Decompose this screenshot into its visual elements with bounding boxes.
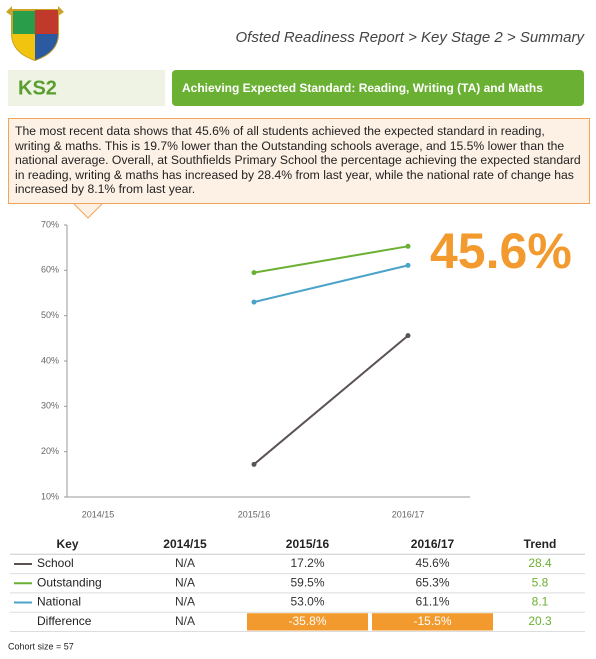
summary-table: Key 2014/15 2015/16 2016/17 Trend School N/A 17…: [10, 537, 585, 632]
point: [405, 243, 411, 249]
series-line: [253, 264, 409, 304]
negative-cell: [372, 613, 493, 631]
callout: The most recent data shows that 45.6% of…: [8, 118, 590, 204]
trend-value: 28.4: [528, 556, 552, 570]
stage-box: [8, 70, 165, 106]
table-header: Trend: [524, 537, 557, 551]
section-title: Achieving Expected Standard: Reading, Wr…: [182, 81, 543, 95]
table-header: Key: [56, 537, 78, 551]
x-tick-label: 2016/17: [392, 509, 425, 519]
y-tick-label: 60%: [41, 265, 59, 275]
logo: [6, 6, 64, 62]
table-header: 2014/15: [163, 537, 207, 551]
row-key: Outstanding: [37, 575, 102, 589]
x-tick-label: 2015/16: [238, 509, 271, 519]
section-bar: [172, 70, 584, 106]
cell: 59.5%: [290, 575, 324, 589]
cohort-size: Cohort size = 57: [8, 641, 74, 651]
callout-pointer: [73, 203, 103, 219]
trend-value: 5.8: [532, 575, 549, 589]
breadcrumb: Ofsted Readiness Report > Key Stage 2 > …: [235, 29, 585, 46]
point: [251, 270, 257, 276]
y-tick-label: 70%: [41, 219, 59, 229]
table-header: 2016/17: [411, 537, 455, 551]
cell: N/A: [175, 595, 195, 609]
point: [405, 333, 411, 339]
trend-value: 8.1: [532, 595, 549, 609]
y-tick-label: 10%: [41, 491, 59, 501]
cell: 61.1%: [415, 595, 449, 609]
row-key: Difference: [37, 614, 92, 628]
cell: N/A: [175, 614, 195, 628]
series-line: [253, 245, 409, 274]
cell: 17.2%: [290, 556, 324, 570]
point: [251, 299, 257, 305]
cell: 65.3%: [415, 575, 449, 589]
x-tick-label: 2014/15: [82, 509, 115, 519]
y-tick-label: 50%: [41, 310, 59, 320]
y-tick-label: 30%: [41, 401, 59, 411]
highlight-value: 45.6%: [430, 223, 572, 279]
cell: N/A: [175, 556, 195, 570]
row-key: School: [37, 556, 74, 570]
point: [251, 461, 257, 467]
trend-value: 20.3: [528, 614, 552, 628]
cell: -15.5%: [413, 614, 451, 628]
row-key: National: [37, 595, 81, 609]
y-tick-label: 20%: [41, 446, 59, 456]
cell: -35.8%: [288, 614, 326, 628]
cell: N/A: [175, 575, 195, 589]
point: [405, 262, 411, 268]
negative-cell: [247, 613, 368, 631]
series-line: [253, 334, 409, 466]
y-tick-label: 40%: [41, 355, 59, 365]
chart: 10% 20% 30% 40% 50% 60% 70% 2014/15 2015/16 2016/…: [41, 219, 470, 519]
cell: 53.0%: [290, 595, 324, 609]
stage-label: KS2: [18, 77, 57, 99]
table-header: 2015/16: [286, 537, 330, 551]
cell: 45.6%: [415, 556, 449, 570]
